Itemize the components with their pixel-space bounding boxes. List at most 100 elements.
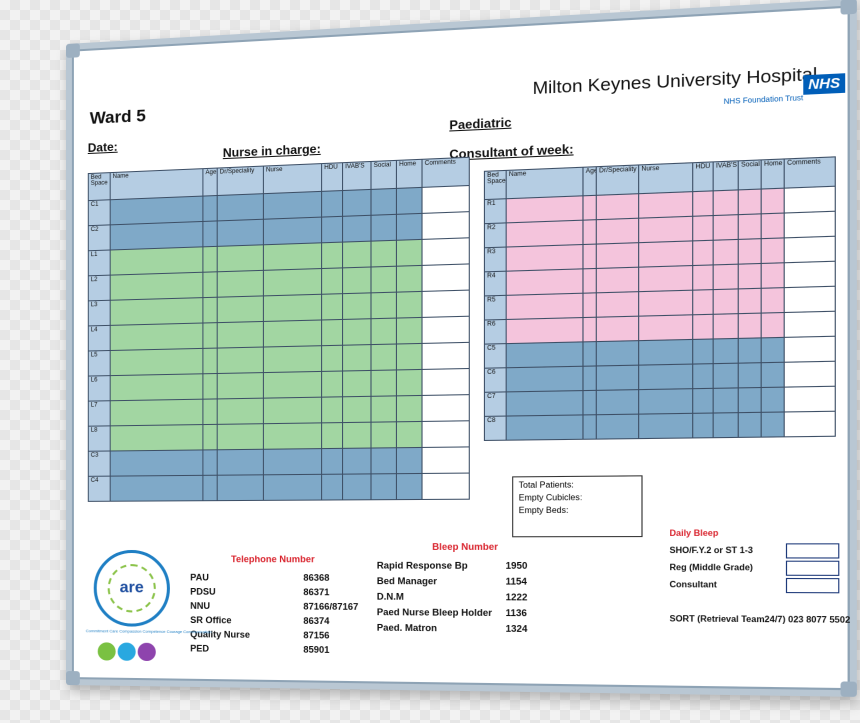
entry-cell[interactable]	[506, 415, 583, 440]
entry-cell[interactable]	[263, 191, 321, 219]
comments-cell[interactable]	[784, 336, 835, 362]
entry-cell[interactable]	[110, 475, 203, 501]
entry-cell[interactable]	[596, 218, 638, 244]
entry-cell[interactable]	[396, 473, 422, 499]
entry-cell[interactable]	[506, 366, 583, 392]
entry-cell[interactable]	[738, 189, 761, 215]
entry-cell[interactable]	[217, 398, 263, 424]
entry-cell[interactable]	[322, 423, 343, 449]
comments-cell[interactable]	[784, 236, 835, 263]
entry-cell[interactable]	[263, 371, 321, 398]
entry-cell[interactable]	[396, 213, 422, 240]
comments-cell[interactable]	[784, 286, 835, 312]
comments-cell[interactable]	[422, 395, 469, 422]
entry-cell[interactable]	[371, 370, 396, 396]
entry-cell[interactable]	[761, 288, 784, 313]
comments-cell[interactable]	[422, 186, 469, 214]
entry-cell[interactable]	[738, 239, 761, 265]
entry-cell[interactable]	[693, 388, 713, 413]
entry-cell[interactable]	[322, 294, 343, 320]
entry-cell[interactable]	[203, 246, 217, 272]
entry-cell[interactable]	[110, 425, 203, 451]
comments-cell[interactable]	[422, 238, 469, 266]
comments-cell[interactable]	[784, 361, 835, 387]
entry-cell[interactable]	[583, 220, 596, 245]
entry-cell[interactable]	[396, 369, 422, 395]
comments-cell[interactable]	[422, 368, 469, 395]
comments-cell[interactable]	[422, 264, 469, 291]
entry-cell[interactable]	[322, 191, 343, 218]
entry-cell[interactable]	[506, 391, 583, 416]
entry-cell[interactable]	[203, 196, 217, 222]
entry-cell[interactable]	[217, 245, 263, 272]
entry-cell[interactable]	[713, 314, 738, 339]
entry-cell[interactable]	[110, 221, 203, 250]
entry-cell[interactable]	[263, 423, 321, 449]
comments-cell[interactable]	[784, 386, 835, 412]
entry-cell[interactable]	[596, 243, 638, 269]
entry-cell[interactable]	[583, 244, 596, 269]
entry-cell[interactable]	[396, 317, 422, 344]
entry-cell[interactable]	[203, 323, 217, 349]
entry-cell[interactable]	[761, 263, 784, 289]
entry-cell[interactable]	[596, 341, 638, 366]
entry-cell[interactable]	[738, 313, 761, 338]
entry-cell[interactable]	[217, 424, 263, 450]
entry-cell[interactable]	[322, 242, 343, 268]
entry-cell[interactable]	[263, 449, 321, 475]
entry-cell[interactable]	[371, 448, 396, 474]
entry-cell[interactable]	[263, 397, 321, 424]
entry-cell[interactable]	[396, 421, 422, 447]
entry-cell[interactable]	[738, 388, 761, 413]
entry-cell[interactable]	[217, 347, 263, 373]
entry-cell[interactable]	[203, 424, 217, 450]
entry-cell[interactable]	[596, 390, 638, 415]
entry-cell[interactable]	[713, 289, 738, 314]
entry-cell[interactable]	[110, 298, 203, 326]
entry-cell[interactable]	[263, 217, 321, 245]
entry-cell[interactable]	[322, 216, 343, 242]
entry-cell[interactable]	[639, 216, 693, 242]
entry-cell[interactable]	[761, 337, 784, 362]
comments-cell[interactable]	[422, 447, 469, 474]
entry-cell[interactable]	[738, 412, 761, 437]
entry-cell[interactable]	[693, 364, 713, 389]
entry-cell[interactable]	[343, 293, 371, 320]
entry-cell[interactable]	[639, 339, 693, 365]
entry-cell[interactable]	[203, 475, 217, 501]
entry-cell[interactable]	[396, 187, 422, 214]
entry-cell[interactable]	[761, 362, 784, 387]
entry-cell[interactable]	[396, 291, 422, 318]
entry-cell[interactable]	[396, 343, 422, 370]
entry-cell[interactable]	[713, 388, 738, 413]
entry-cell[interactable]	[596, 194, 638, 220]
entry-cell[interactable]	[322, 474, 343, 500]
entry-cell[interactable]	[371, 266, 396, 293]
entry-cell[interactable]	[639, 290, 693, 316]
entry-cell[interactable]	[761, 313, 784, 338]
entry-cell[interactable]	[110, 348, 203, 375]
comments-cell[interactable]	[784, 261, 835, 287]
entry-cell[interactable]	[371, 292, 396, 319]
entry-cell[interactable]	[396, 265, 422, 292]
entry-cell[interactable]	[263, 294, 321, 321]
entry-cell[interactable]	[110, 272, 203, 300]
entry-cell[interactable]	[110, 399, 203, 426]
entry-cell[interactable]	[371, 240, 396, 267]
entry-cell[interactable]	[322, 448, 343, 474]
entry-cell[interactable]	[506, 245, 583, 272]
entry-cell[interactable]	[639, 192, 693, 219]
entry-cell[interactable]	[583, 317, 596, 342]
entry-cell[interactable]	[203, 297, 217, 323]
entry-cell[interactable]	[263, 346, 321, 373]
entry-cell[interactable]	[583, 390, 596, 415]
entry-cell[interactable]	[263, 243, 321, 271]
entry-cell[interactable]	[761, 412, 784, 437]
comments-cell[interactable]	[784, 311, 835, 337]
entry-cell[interactable]	[583, 268, 596, 293]
comments-cell[interactable]	[422, 421, 469, 448]
entry-cell[interactable]	[343, 422, 371, 448]
entry-cell[interactable]	[506, 220, 583, 247]
entry-cell[interactable]	[217, 449, 263, 475]
entry-cell[interactable]	[693, 216, 713, 241]
